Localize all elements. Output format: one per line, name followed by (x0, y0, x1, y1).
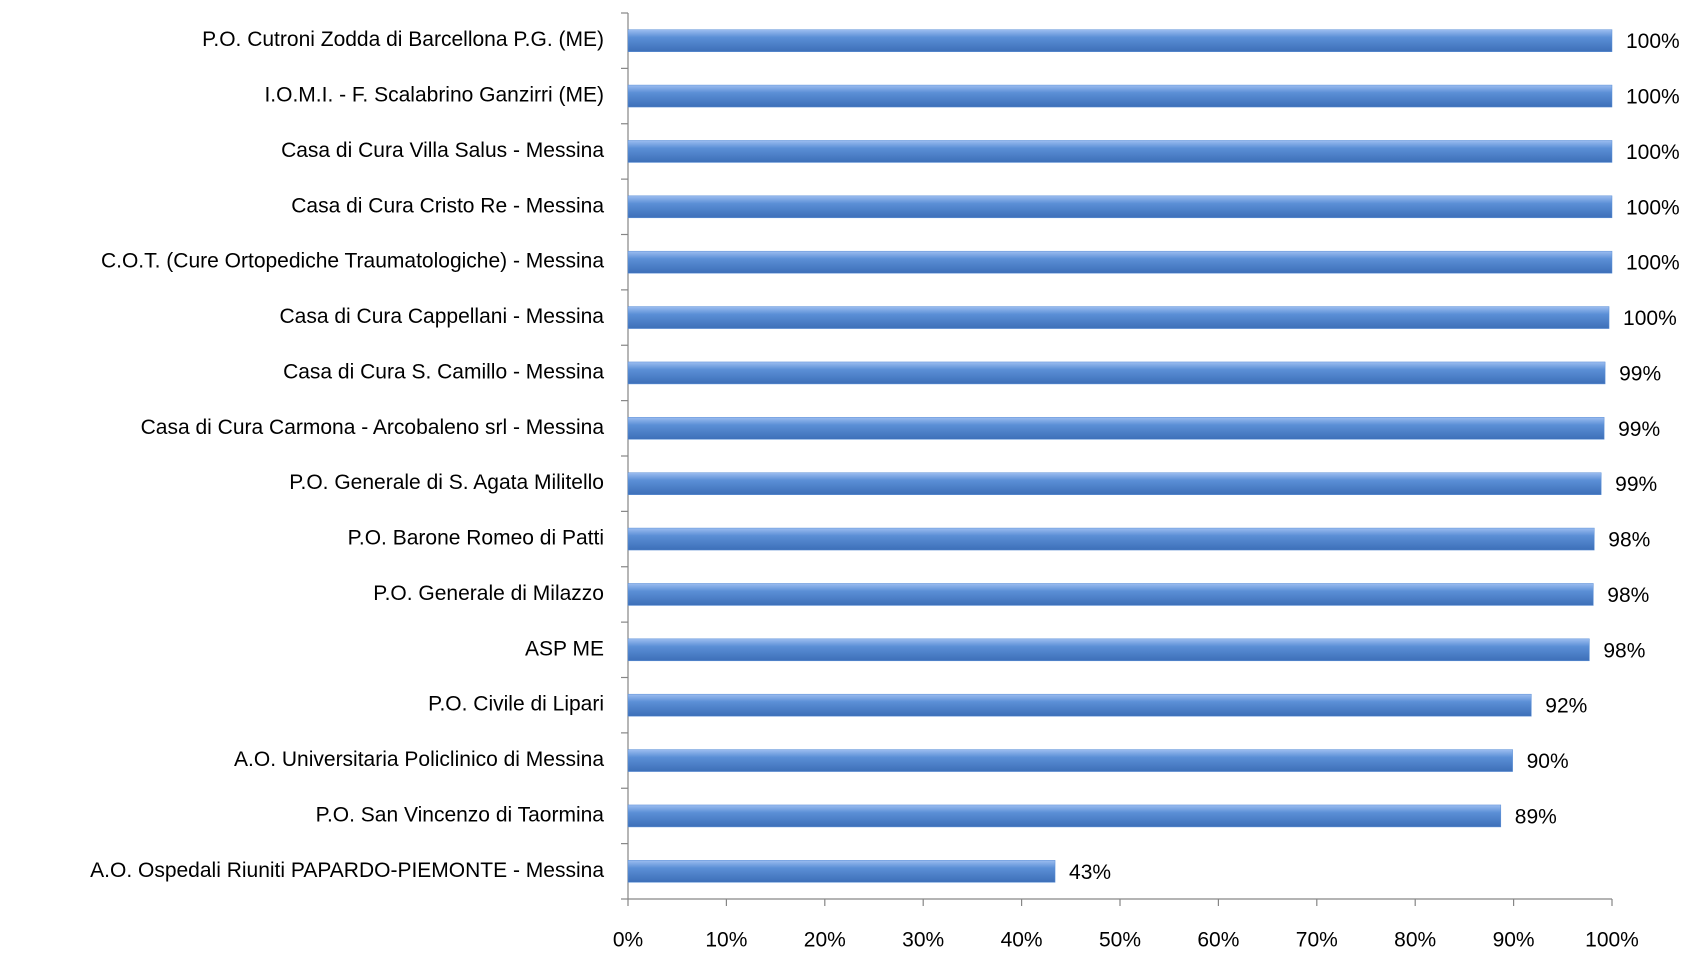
y-tick-label: P.O. Generale di Milazzo (373, 582, 604, 605)
data-label: 98% (1603, 639, 1645, 662)
y-tick-label: Casa di Cura Cappellani - Messina (280, 305, 605, 328)
bar (627, 29, 1613, 52)
data-label: 98% (1607, 584, 1649, 607)
bar (627, 195, 1613, 219)
bar (627, 583, 1594, 606)
bar (627, 306, 1610, 329)
bar (627, 527, 1595, 551)
x-tick-label: 10% (705, 929, 747, 952)
data-label: 98% (1608, 529, 1650, 552)
data-label: 100% (1626, 86, 1680, 109)
bar (627, 361, 1606, 385)
x-tick-label: 70% (1296, 929, 1338, 952)
x-tick-label: 100% (1585, 929, 1639, 952)
y-tick-label: ASP ME (525, 637, 604, 660)
y-tick-label: C.O.T. (Cure Ortopediche Traumatologiche… (101, 250, 604, 273)
data-label: 99% (1618, 418, 1660, 441)
data-label: 89% (1515, 805, 1557, 828)
y-tick-label: P.O. San Vincenzo di Taormina (316, 803, 605, 826)
y-tick-label: P.O. Cutroni Zodda di Barcellona P.G. (M… (202, 28, 604, 51)
bar (627, 749, 1513, 772)
bar (627, 693, 1532, 717)
data-label: 90% (1527, 750, 1569, 773)
data-label: 100% (1626, 252, 1680, 275)
y-tick-label: Casa di Cura Villa Salus - Messina (281, 139, 604, 162)
bar (627, 250, 1613, 274)
data-label: 100% (1626, 196, 1680, 219)
x-tick-label: 0% (613, 929, 643, 952)
y-tick-label: Casa di Cura Carmona - Arcobaleno srl - … (141, 416, 605, 439)
bar (627, 804, 1502, 828)
data-label: 99% (1615, 473, 1657, 496)
data-label: 100% (1626, 30, 1680, 53)
bar (627, 417, 1605, 440)
x-tick-label: 30% (902, 929, 944, 952)
y-tick-label: A.O. Universitaria Policlinico di Messin… (234, 748, 604, 771)
y-tick-label: I.O.M.I. - F. Scalabrino Ganzirri (ME) (264, 84, 604, 107)
x-tick-label: 90% (1493, 929, 1535, 952)
data-label: 100% (1626, 141, 1680, 164)
data-label: 99% (1619, 362, 1661, 385)
bar (627, 84, 1613, 108)
x-tick-label: 50% (1099, 929, 1141, 952)
y-tick-label: Casa di Cura S. Camillo - Messina (283, 360, 604, 383)
bar (627, 638, 1590, 662)
y-tick-label: A.O. Ospedali Riuniti PAPARDO-PIEMONTE -… (90, 859, 604, 882)
x-tick-label: 20% (804, 929, 846, 952)
x-tick-label: 60% (1197, 929, 1239, 952)
y-tick-label: Casa di Cura Cristo Re - Messina (291, 194, 604, 217)
x-tick-label: 40% (1001, 929, 1043, 952)
data-label: 43% (1069, 861, 1111, 884)
y-tick-label: P.O. Civile di Lipari (428, 693, 604, 716)
bar (627, 860, 1056, 883)
x-tick-label: 80% (1394, 929, 1436, 952)
bar (627, 472, 1602, 495)
y-tick-label: P.O. Generale di S. Agata Militello (289, 471, 604, 494)
data-label: 92% (1545, 695, 1587, 718)
y-tick-label: P.O. Barone Romeo di Patti (348, 527, 604, 550)
data-label: 100% (1623, 307, 1677, 330)
bar (627, 140, 1613, 163)
